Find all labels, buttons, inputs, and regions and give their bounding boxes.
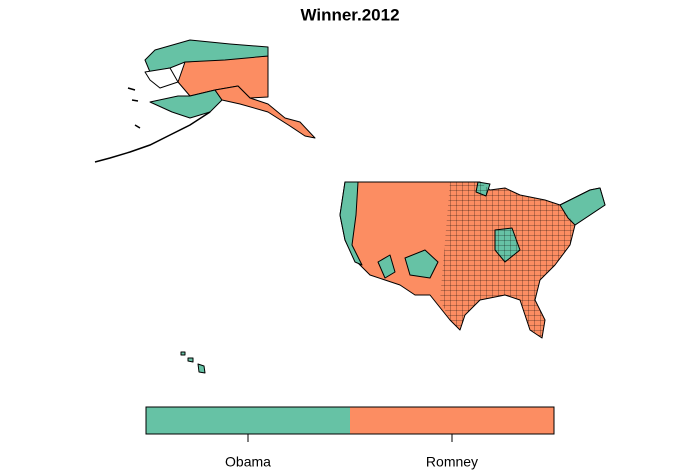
map-title: Winner.2012	[300, 5, 399, 24]
region	[149, 89, 223, 119]
region	[197, 363, 206, 374]
legend-label: Romney	[426, 454, 478, 470]
legend-swatch	[350, 407, 554, 434]
region	[187, 357, 194, 363]
region	[214, 85, 316, 139]
region	[144, 67, 179, 89]
legend: Obama Romney	[145, 406, 555, 470]
region	[144, 39, 269, 73]
region	[339, 181, 363, 266]
region	[377, 254, 396, 279]
region	[404, 249, 439, 279]
contiguous-us	[339, 181, 606, 339]
alaska	[94, 39, 316, 163]
legend-label: Obama	[225, 454, 271, 470]
hawaii	[180, 351, 206, 374]
region	[180, 351, 186, 356]
legend-frame	[145, 406, 555, 435]
legend-swatch	[146, 407, 350, 434]
